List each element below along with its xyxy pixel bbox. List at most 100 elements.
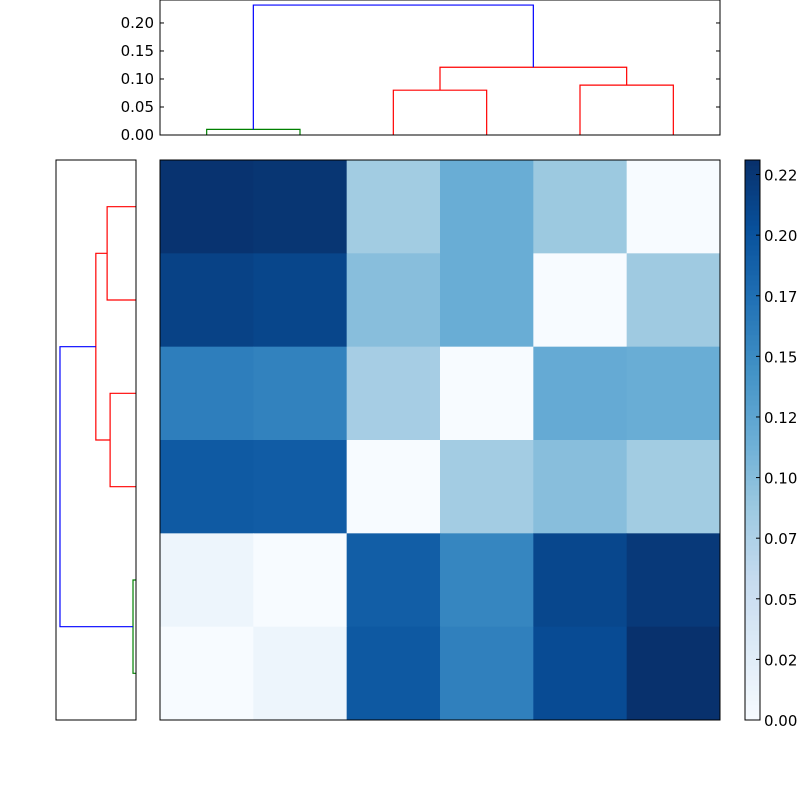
heatmap-cell	[533, 626, 628, 721]
colorbar-segment	[745, 520, 760, 526]
heatmap-cell	[440, 253, 534, 348]
colorbar-segment	[745, 360, 760, 366]
colorbar-segment	[745, 470, 760, 476]
colorbar-segment	[745, 335, 760, 341]
colorbar-segment	[745, 310, 760, 316]
colorbar-segment	[745, 330, 760, 336]
heatmap-cell	[533, 533, 628, 628]
colorbar-segment	[745, 715, 760, 721]
colorbar-segment	[745, 420, 760, 426]
colorbar-segment	[745, 280, 760, 286]
heatmap-cell	[440, 533, 534, 628]
colorbar-segment	[745, 380, 760, 386]
colorbar-segment	[745, 315, 760, 321]
colorbar-segment	[745, 200, 760, 206]
colorbar-segment	[745, 305, 760, 311]
colorbar-segment	[745, 485, 760, 491]
heatmap-cell	[626, 440, 721, 534]
colorbar-segment	[745, 205, 760, 211]
dendrogram-link	[95, 252, 111, 441]
colorbar-segment	[745, 195, 760, 201]
colorbar-segment	[745, 645, 760, 651]
colorbar-segment	[745, 575, 760, 581]
y-tick-label: 0.15	[121, 42, 154, 60]
dendrogram-link	[106, 206, 136, 301]
colorbar-segment	[745, 405, 760, 411]
heatmap	[159, 159, 721, 721]
colorbar-segment	[745, 430, 760, 436]
colorbar-tick-label: 0.02	[764, 651, 797, 669]
colorbar-segment	[745, 465, 760, 471]
colorbar-segment	[745, 230, 760, 236]
colorbar-segment	[745, 400, 760, 406]
y-tick-label: 0.20	[121, 14, 154, 32]
colorbar-segment	[745, 580, 760, 586]
colorbar-tick-label: 0.00	[764, 712, 797, 730]
colorbar-segment	[745, 300, 760, 306]
colorbar-segment	[745, 425, 760, 431]
colorbar-segment	[745, 625, 760, 631]
dendrogram-link	[206, 128, 301, 135]
heatmap-cell	[253, 160, 348, 254]
colorbar-segment	[745, 560, 760, 566]
colorbar-segment	[745, 295, 760, 301]
colorbar-segment	[745, 490, 760, 496]
colorbar-segment	[745, 500, 760, 506]
colorbar-segment	[745, 340, 760, 346]
colorbar-segment	[745, 700, 760, 706]
colorbar-segment	[745, 415, 760, 421]
colorbar-tick-label: 0.07	[764, 530, 797, 548]
colorbar-segment	[745, 390, 760, 396]
colorbar-segment	[745, 245, 760, 251]
heatmap-cell	[253, 346, 348, 441]
heatmap-cell	[160, 160, 254, 254]
colorbar-segment	[745, 565, 760, 571]
heatmap-cell	[346, 253, 441, 348]
heatmap-cell	[253, 253, 348, 348]
dendrogram-link	[439, 66, 628, 91]
colorbar-segment	[745, 660, 760, 666]
colorbar-segment	[745, 170, 760, 176]
heatmap-cell	[346, 346, 441, 441]
colorbar-segment	[745, 675, 760, 681]
colorbar-segment	[745, 165, 760, 171]
colorbar-segment	[745, 450, 760, 456]
heatmap-cell	[160, 253, 254, 348]
y-tick-label: 0.05	[121, 98, 154, 116]
colorbar-segment	[745, 630, 760, 636]
colorbar-segment	[745, 710, 760, 716]
colorbar-segment	[745, 605, 760, 611]
dendrogram-link	[579, 84, 674, 135]
colorbar-segment	[745, 160, 760, 166]
heatmap-cell	[533, 346, 628, 441]
colorbar-segment	[745, 285, 760, 291]
heatmap-cell	[533, 160, 628, 254]
colorbar-segment	[745, 265, 760, 271]
colorbar-segment	[745, 535, 760, 541]
colorbar-segment	[745, 290, 760, 296]
colorbar-segment	[745, 325, 760, 331]
colorbar-segment	[745, 185, 760, 191]
top-dendrogram: 0.00 0.05 0.10 0.15 0.20	[121, 0, 721, 144]
colorbar-segment	[745, 210, 760, 216]
colorbar-segment	[745, 640, 760, 646]
heatmap-cell	[626, 626, 721, 721]
colorbar-segment	[745, 650, 760, 656]
heatmap-cell	[626, 160, 721, 254]
dendrogram-link	[392, 89, 488, 135]
heatmap-cell	[440, 440, 534, 534]
colorbar-segment	[745, 260, 760, 266]
colorbar-segment	[745, 270, 760, 276]
heatmap-cell	[440, 160, 534, 254]
colorbar-tick-label: 0.17	[764, 288, 797, 306]
colorbar-segment	[745, 460, 760, 466]
colorbar-segment	[745, 440, 760, 446]
colorbar-segment	[745, 385, 760, 391]
colorbar-segment	[745, 475, 760, 481]
colorbar-segment	[745, 255, 760, 261]
dendrogram-link	[59, 346, 134, 628]
colorbar-segment	[745, 350, 760, 356]
colorbar-frame	[744, 159, 761, 721]
colorbar-segment	[745, 190, 760, 196]
